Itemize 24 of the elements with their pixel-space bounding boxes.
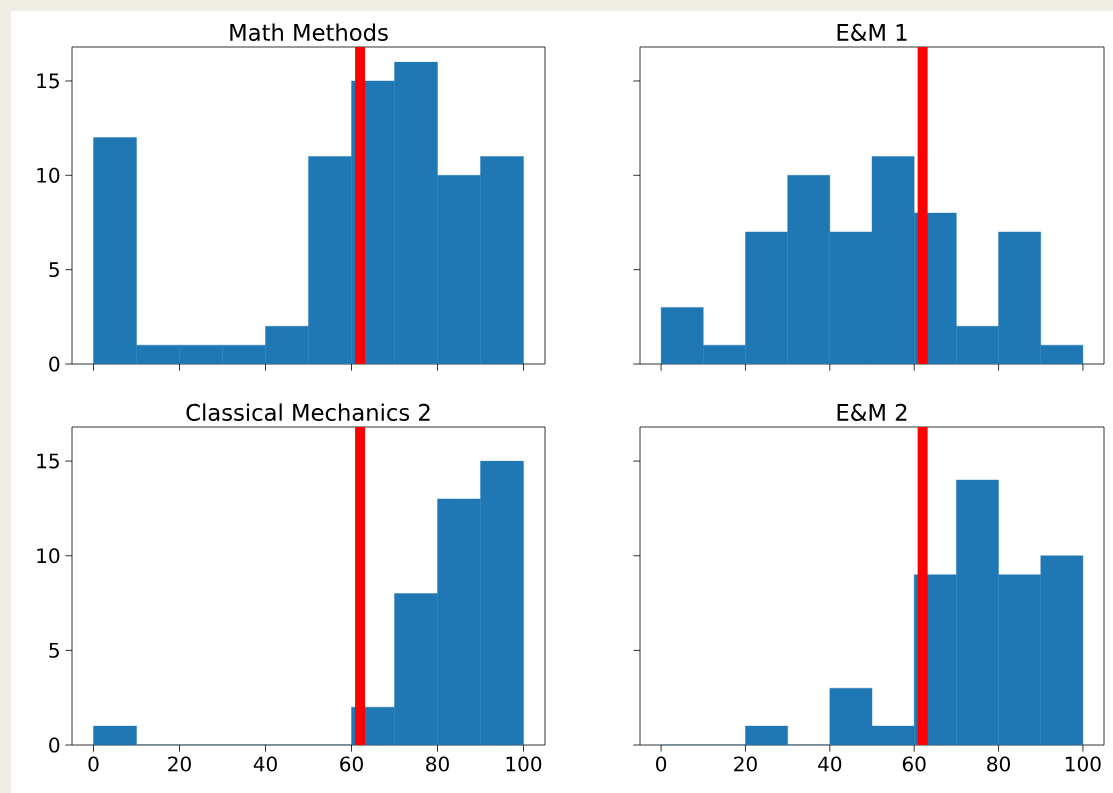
chart-title: E&M 2 (837, 403, 907, 421)
y-tick-label: 5 (49, 642, 59, 658)
chart-title: Math Methods (230, 23, 388, 41)
x-tick-label: 100 (506, 756, 542, 772)
x-tick-label: 80 (426, 756, 449, 772)
x-tick-label: 60 (902, 756, 926, 772)
chart-title: E&M 1 (837, 23, 907, 41)
y-tick-label: 10 (37, 167, 60, 183)
y-tick-label: 15 (37, 453, 59, 469)
x-tick-label: 0 (88, 756, 99, 772)
x-tick-label: 40 (818, 756, 842, 772)
y-tick-label: 5 (49, 262, 59, 278)
x-tick-label: 20 (734, 756, 757, 772)
y-tick-label: 15 (37, 73, 59, 89)
x-tick-label: 40 (253, 756, 277, 772)
y-tick-label: 0 (49, 356, 60, 372)
y-tick-label: 10 (37, 548, 60, 564)
y-tick-label: 0 (49, 737, 60, 753)
x-tick-label: 80 (987, 756, 1010, 772)
x-tick-label: 20 (168, 756, 191, 772)
chart-title: Classical Mechanics 2 (186, 403, 430, 421)
x-tick-label: 0 (656, 756, 667, 772)
x-tick-label: 60 (340, 756, 363, 772)
x-tick-label: 100 (1066, 756, 1101, 772)
